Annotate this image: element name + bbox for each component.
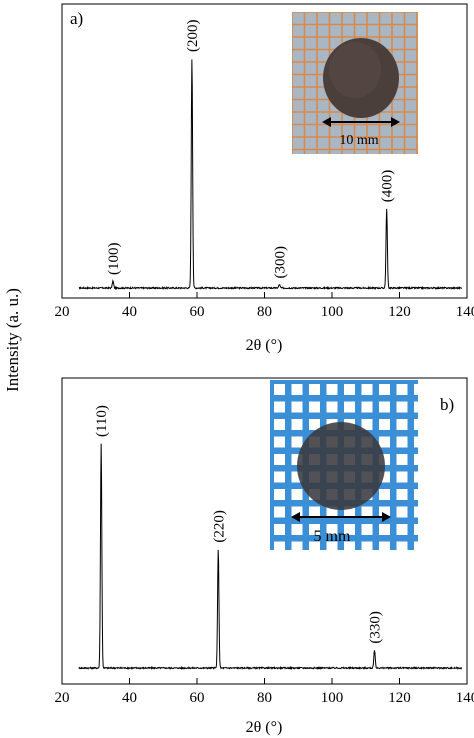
panel-b-x-tick-label-0: 20 [55, 690, 70, 706]
panel-b-x-tick-label-1: 40 [122, 690, 137, 706]
panel-a-x-ticks: 20 40 60 80 100 120 140 [55, 292, 474, 320]
panel-a-peak-label-2: (300) [272, 246, 288, 279]
panel-b-peak-label-1: (220) [211, 510, 227, 543]
panel-a-peak-label-1: (200) [185, 20, 201, 53]
panel-b-series-line [78, 443, 463, 671]
panel-b-x-tick-label-5: 120 [388, 690, 411, 706]
panel-a-peak-label-0: (100) [106, 242, 122, 275]
panel-a: a) 20 40 60 80 100 120 140 (100) (200) (300) (400… [55, 3, 474, 354]
panel-a-x-tick-label-5: 120 [388, 304, 411, 320]
panel-a-peak-labels: (100) (200) (300) (400) [106, 20, 396, 279]
panel-b: b) 20 40 60 80 100 120 140 (110) (220) (330) 2θ … [55, 377, 474, 736]
panel-b-x-tick-label-3: 80 [257, 690, 272, 706]
panel-a-x-tick-label-3: 80 [257, 304, 272, 320]
panel-a-x-tick-label-4: 100 [321, 304, 344, 320]
panel-b-inset-photo: 5 mm [270, 380, 418, 550]
panel-b-scale-label: 5 mm [314, 528, 351, 545]
panel-b-x-tick-label-2: 60 [190, 690, 205, 706]
panel-b-x-tick-label-4: 100 [321, 690, 344, 706]
panel-a-x-axis-label: 2θ (°) [246, 337, 283, 354]
panel-a-label: a) [70, 9, 83, 28]
panel-b-x-ticks: 20 40 60 80 100 120 140 [55, 678, 474, 706]
panel-b-x-axis-label: 2θ (°) [246, 719, 283, 736]
panel-a-peak-label-3: (400) [380, 170, 396, 203]
panel-a-x-tick-label-0: 20 [55, 304, 70, 320]
panel-a-inset-photo: 10 mm [292, 12, 418, 154]
panel-b-sample-disc [297, 422, 385, 510]
panel-a-x-tick-label-6: 140 [456, 304, 474, 320]
panel-b-x-tick-label-6: 140 [456, 690, 474, 706]
panel-b-peak-label-2: (330) [368, 611, 384, 644]
panel-a-scale-label: 10 mm [339, 133, 378, 148]
panel-a-x-tick-label-1: 40 [122, 304, 137, 320]
panel-b-peak-label-0: (110) [94, 405, 110, 437]
shared-y-axis-label: Intensity (a. u.) [3, 288, 22, 392]
panel-a-series-line [78, 59, 463, 291]
panel-a-x-tick-label-2: 60 [190, 304, 205, 320]
panel-b-label: b) [440, 395, 454, 414]
panel-b-peak-labels: (110) (220) (330) [94, 405, 383, 644]
